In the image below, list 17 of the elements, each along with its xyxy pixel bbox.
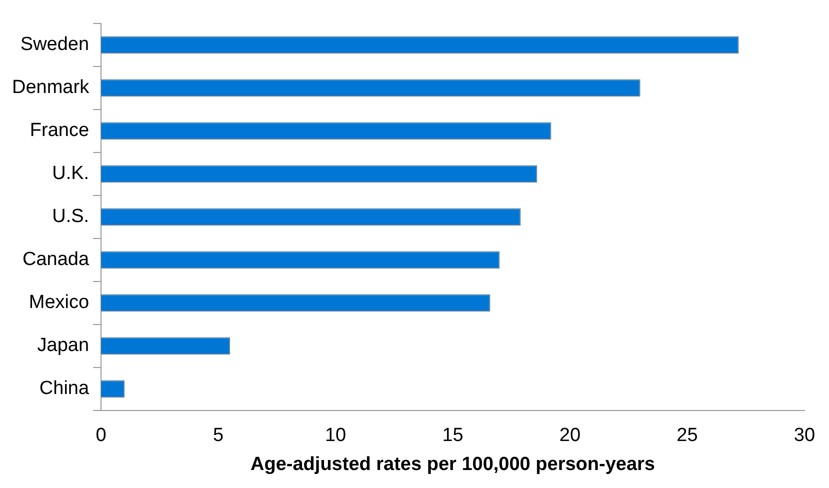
y-tick-label: China — [39, 378, 90, 400]
x-axis-title: Age-adjusted rates per 100,000 person-years — [250, 454, 655, 475]
y-tick-label: France — [30, 120, 90, 142]
x-tick-label: 10 — [324, 425, 346, 446]
y-tick-label: Canada — [22, 249, 90, 270]
y-tick-label: Japan — [37, 335, 90, 356]
y-tick-label: Mexico — [28, 292, 90, 314]
y-tick-label: Sweden — [20, 34, 90, 56]
y-tick-label: U.K. — [52, 163, 90, 184]
y-tick-label: Denmark — [12, 77, 90, 98]
x-tick-label: 20 — [559, 425, 581, 446]
x-tick-label: 5 — [213, 425, 224, 446]
x-tick-label: 25 — [676, 425, 698, 446]
y-tick-label: U.S. — [52, 206, 90, 228]
x-tick-label: 0 — [96, 425, 106, 446]
x-tick-label: 30 — [794, 425, 816, 446]
x-tick-label: 15 — [442, 425, 464, 446]
